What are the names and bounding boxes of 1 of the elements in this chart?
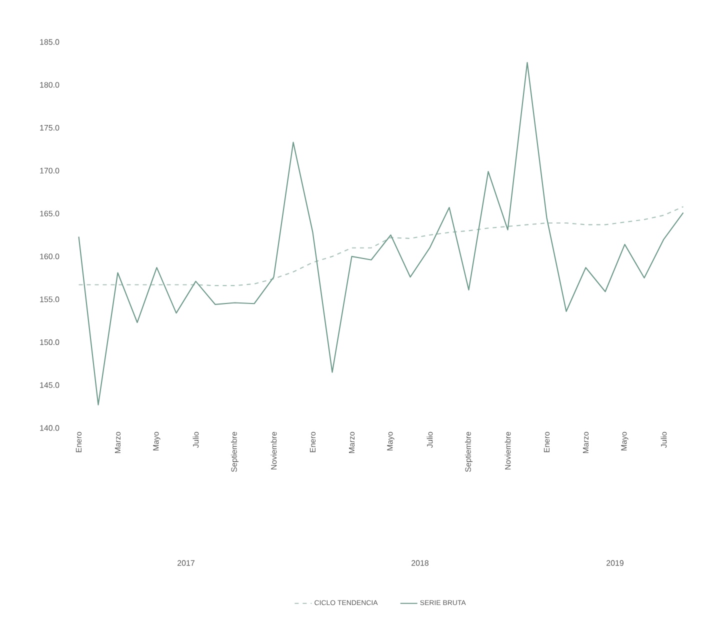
line-series [78, 62, 684, 406]
